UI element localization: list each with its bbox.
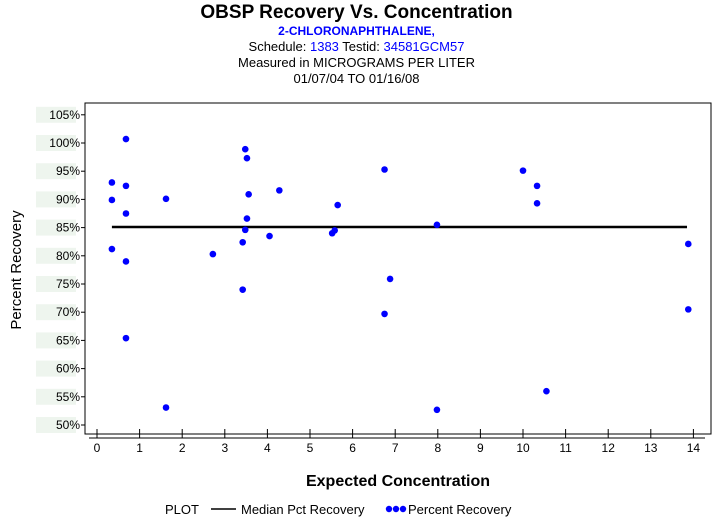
y-tick-label: 55% [56,390,80,404]
y-tick-label: 85% [56,221,80,235]
x-tick-label: 5 [307,441,314,455]
data-point [209,250,217,258]
data-point [162,195,170,203]
y-tick-label: 75% [56,277,80,291]
data-point [122,210,130,217]
y-tick-label: 65% [56,333,80,347]
y-tick-band [36,135,76,151]
data-point [519,167,527,174]
legend-prefix: PLOT [165,502,199,517]
x-tick-label: 8 [434,441,441,455]
data-points [108,135,692,414]
y-tick-label: 60% [56,362,80,376]
data-point [243,154,251,162]
x-tick-label: 4 [264,441,271,455]
data-point [433,406,441,414]
data-point [266,232,273,240]
x-tick-label: 10 [516,441,530,455]
data-point [239,238,246,246]
y-tick-band [36,247,76,264]
y-tick-label: 90% [56,192,80,206]
schedule-label: Schedule: [248,39,307,54]
x-tick-label: 6 [349,441,356,455]
y-tick-label: 70% [56,305,80,319]
data-point [241,145,249,153]
y-tick-label: 50% [56,418,80,432]
x-axis-ticks: 0 1 2 3 4 5 6 7 8 9 10 11 12 13 14 [94,429,701,455]
y-tick-bands [36,106,76,433]
data-point [241,226,249,234]
chart-subtitle: 2-CHLORONAPHTHALENE, [278,24,435,38]
y-tick-band [36,276,76,292]
x-tick-label: 3 [221,441,228,455]
testid-label: Testid: [342,39,380,54]
data-point [381,310,388,318]
date-range: 01/07/04 TO 01/16/08 [293,71,420,86]
data-point [243,215,251,222]
data-point [122,135,130,143]
data-point [543,387,550,395]
y-tick-label: 95% [56,164,80,178]
data-point [381,166,388,173]
y-tick-band [36,191,76,208]
y-tick-band [36,388,76,405]
data-point [684,240,692,248]
legend-median-label: Median Pct Recovery [241,502,365,517]
y-tick-band [36,304,76,321]
data-point [533,182,541,190]
legend: PLOT Median Pct Recovery Percent Recover… [165,502,512,517]
data-point [122,334,130,342]
data-point [684,306,692,313]
schedule-value: 1383 [309,39,339,54]
x-tick-label: 7 [392,441,399,455]
plot-area [84,102,712,435]
y-tick-band [36,219,76,236]
x-tick-label: 11 [559,441,572,455]
x-axis-title: Expected Concentration [306,473,490,490]
legend-point-swatch [399,505,407,513]
data-point [108,179,116,186]
y-tick-band [36,360,76,377]
legend-points-label: Percent Recovery [408,502,512,517]
x-tick-label: 12 [602,441,616,455]
data-point [108,196,116,204]
y-axis-title: Percent Recovery [8,210,25,330]
x-tick-label: 1 [136,441,143,455]
y-tick-band [36,163,76,180]
y-tick-band [36,417,76,433]
testid-value: 34581GCM57 [383,39,465,54]
y-axis-ticks: 50% 55% 60% 65% 70% 75% 80% 85% 90% 95% 100% 105% [49,108,85,432]
chart-title: OBSP Recovery Vs. Concentration [200,2,513,23]
x-tick-label: 13 [644,441,658,455]
data-point [122,182,130,190]
data-point [245,191,252,198]
y-tick-band [36,106,76,123]
data-point [331,227,339,234]
data-point [334,201,341,209]
y-tick-label: 80% [56,249,80,263]
data-point [108,245,116,253]
data-point [122,258,130,265]
x-tick-label: 2 [179,441,186,455]
y-tick-band [36,332,76,349]
data-point [433,221,441,229]
y-tick-label: 100% [49,136,80,150]
data-point [162,404,170,411]
data-point [386,275,394,283]
measured-units: Measured in MICROGRAMS PER LITER [238,55,475,70]
data-point [533,200,541,207]
data-point [239,286,246,293]
legend-point-swatch [392,505,400,513]
y-tick-label: 105% [49,108,80,122]
x-tick-label: 0 [94,441,101,455]
x-tick-label: 14 [687,441,701,455]
data-point [276,187,283,194]
schedule-line: Schedule: 1383 Testid: 34581GCM57 [0,39,713,54]
legend-point-swatch [385,505,393,513]
x-tick-label: 9 [477,441,484,455]
